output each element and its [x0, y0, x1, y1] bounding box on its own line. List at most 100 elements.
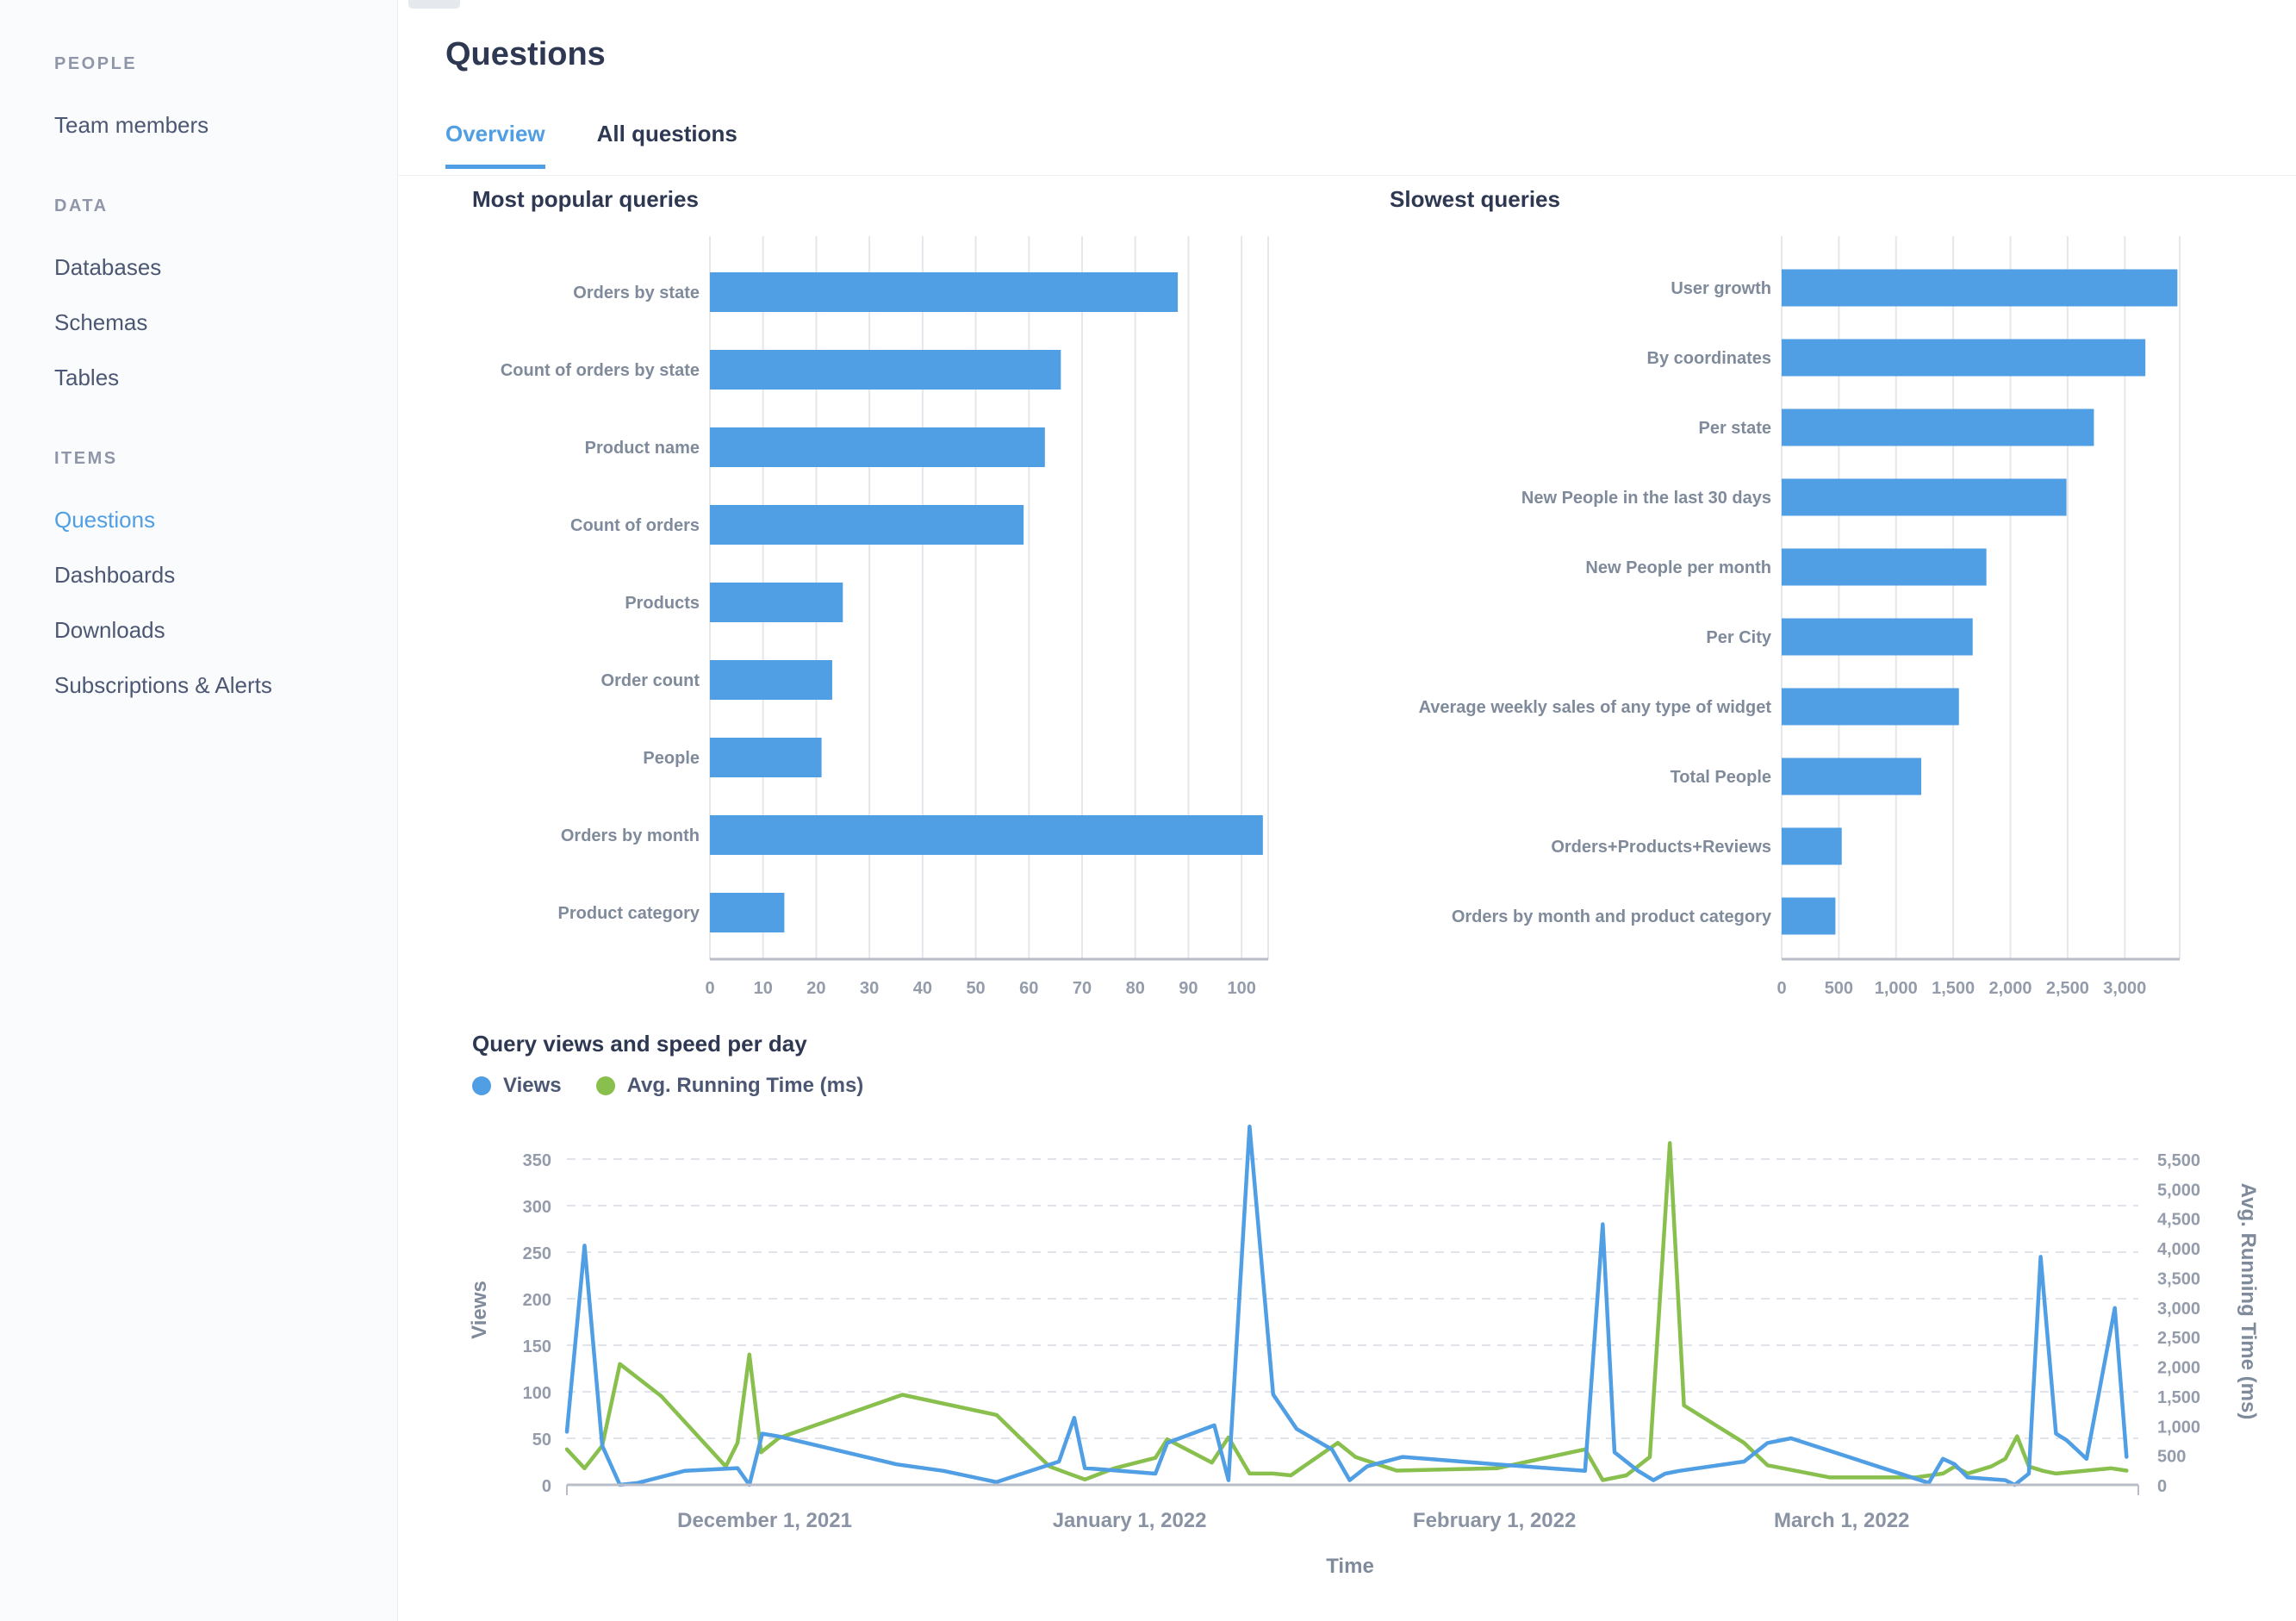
x-tick-label: 40 [913, 979, 932, 998]
category-label: Orders by month [561, 826, 700, 845]
chart-title-most-popular-queries: Most popular queries [472, 186, 699, 212]
x-tick-label: 10 [754, 979, 773, 998]
x-tick-label: 60 [1019, 979, 1038, 998]
category-label: Products [625, 594, 700, 613]
legend-item-avg-running-time[interactable]: Avg. Running Time (ms) [595, 1074, 864, 1098]
bar-average-weekly-sales-of-any-type-of-widget[interactable] [1782, 688, 1959, 726]
category-label: User growth [1671, 279, 1771, 298]
x-tick-date-label: December 1, 2021 [677, 1509, 852, 1532]
sidebar-section-data: DATA Databases Schemas Tables [54, 196, 380, 390]
sidebar-nav: PEOPLE Team members DATA Databases Schemas Ta… [0, 0, 397, 698]
right-axis-tick: 1,000 [2157, 1418, 2200, 1437]
legend-label: Avg. Running Time (ms) [626, 1074, 864, 1097]
right-axis-tick: 3,500 [2157, 1269, 2200, 1288]
series-line-views[interactable] [564, 1124, 2129, 1487]
category-label: Total People [1671, 768, 1771, 787]
bar-products[interactable] [710, 583, 843, 622]
bar-product-name[interactable] [710, 427, 1045, 467]
right-axis-tick: 4,000 [2157, 1240, 2200, 1259]
left-axis-tick: 0 [542, 1477, 551, 1496]
bar-per-city[interactable] [1782, 618, 1973, 656]
bar-new-people-in-the-last-30-days[interactable] [1782, 478, 2067, 516]
category-label: By coordinates [1647, 349, 1771, 368]
right-axis-tick: 3,000 [2157, 1300, 2200, 1319]
legend-dot [472, 1076, 491, 1095]
x-tick-label: 0 [705, 979, 714, 998]
page-title: Questions [445, 36, 606, 72]
right-axis-tick: 5,000 [2157, 1181, 2200, 1200]
x-tick-label: 500 [1825, 979, 1853, 998]
x-tick-label: 2,000 [1988, 979, 2032, 998]
left-axis-tick: 50 [532, 1431, 551, 1450]
slowest-queries-chart[interactable]: User growth By coordinates Per state New Pe… [1327, 215, 2296, 1017]
right-axis-tick: 5,500 [2157, 1151, 2200, 1170]
sidebar-item-schemas[interactable]: Schemas [54, 309, 148, 335]
category-label: Per state [1699, 419, 1772, 438]
line-chart-legend: Views Avg. Running Time (ms) [472, 1074, 863, 1098]
sidebar-item-subscriptions-alerts[interactable]: Subscriptions & Alerts [54, 672, 272, 698]
bar-per-state[interactable] [1782, 408, 2094, 446]
category-label: New People in the last 30 days [1521, 489, 1771, 508]
category-label: Product category [558, 904, 700, 923]
bar-orders-by-month[interactable] [710, 815, 1263, 855]
bar-orders-by-state[interactable] [710, 272, 1179, 312]
series-line-avg-running-time[interactable] [564, 1141, 2129, 1482]
category-label: Orders by state [573, 284, 700, 302]
tab-bar-divider [398, 175, 2296, 176]
x-tick-label: 1,500 [1932, 979, 1975, 998]
sidebar-item-dashboards[interactable]: Dashboards [54, 562, 176, 588]
bar-product-category[interactable] [710, 893, 785, 932]
left-axis-tick: 100 [523, 1384, 551, 1403]
tab-overview[interactable]: Overview [445, 121, 545, 169]
bar-order-count[interactable] [710, 660, 832, 700]
bar-new-people-per-month[interactable] [1782, 548, 1987, 586]
left-axis-tick: 200 [523, 1291, 551, 1310]
tab-all-questions[interactable]: All questions [596, 121, 737, 147]
category-label: People [643, 749, 700, 768]
category-label: Count of orders by state [501, 361, 700, 380]
right-axis-tick: 4,500 [2157, 1211, 2200, 1230]
bar-orders-by-month-and-product-category[interactable] [1782, 897, 1836, 935]
x-tick-label: 0 [1776, 979, 1786, 998]
x-tick-date-label: January 1, 2022 [1053, 1509, 1207, 1532]
bar-total-people[interactable] [1782, 758, 1921, 795]
sidebar-item-databases[interactable]: Databases [54, 254, 162, 280]
right-axis-tick: 2,500 [2157, 1329, 2200, 1348]
bar-by-coordinates[interactable] [1782, 339, 2146, 377]
sidebar-item-tables[interactable]: Tables [54, 365, 120, 390]
x-tick-label: 3,000 [2103, 979, 2146, 998]
legend-item-views[interactable]: Views [472, 1074, 562, 1098]
left-axis-tick: 150 [523, 1337, 551, 1356]
legend-dot [595, 1076, 615, 1095]
category-label: Product name [585, 439, 700, 458]
bar-orders-products-reviews[interactable] [1782, 827, 1842, 865]
x-tick-label: 70 [1073, 979, 1092, 998]
bar-count-of-orders[interactable] [710, 505, 1024, 545]
x-tick-label: 1,000 [1875, 979, 1918, 998]
bar-people[interactable] [710, 738, 822, 777]
bar-user-growth[interactable] [1782, 269, 2178, 307]
query-views-speed-chart[interactable]: 0 50 100 150 200 250 300 350 0 500 1,000 1,500 2,000… [398, 1103, 2296, 1621]
right-axis-tick: 500 [2157, 1448, 2186, 1467]
right-axis-tick: 1,500 [2157, 1388, 2200, 1407]
tab-bar: Overview All questions [445, 121, 737, 169]
category-label: Order count [601, 671, 700, 690]
category-label: Average weekly sales of any type of widg… [1419, 698, 1772, 717]
x-tick-label: 90 [1179, 979, 1198, 998]
x-tick-label: 20 [806, 979, 825, 998]
sidebar-section-header: ITEMS [54, 449, 118, 468]
left-axis-tick: 350 [523, 1151, 551, 1170]
sidebar-section-header: PEOPLE [54, 54, 138, 73]
sidebar-item-team-members[interactable]: Team members [54, 112, 209, 138]
x-tick-date-label: March 1, 2022 [1774, 1509, 1909, 1532]
category-label: Orders by month and product category [1452, 907, 1772, 926]
bar-count-of-orders-by-state[interactable] [710, 350, 1061, 390]
x-tick-label: 80 [1126, 979, 1145, 998]
right-axis-tick: 0 [2157, 1477, 2167, 1496]
sidebar-item-questions[interactable]: Questions [54, 507, 156, 533]
most-popular-queries-chart[interactable]: Orders by state Count of orders by state P… [398, 215, 1327, 1017]
chart-title-slowest-queries: Slowest queries [1390, 186, 1560, 212]
sidebar-item-downloads[interactable]: Downloads [54, 617, 165, 643]
category-label: Per City [1706, 628, 1771, 647]
x-tick-label: 50 [966, 979, 985, 998]
